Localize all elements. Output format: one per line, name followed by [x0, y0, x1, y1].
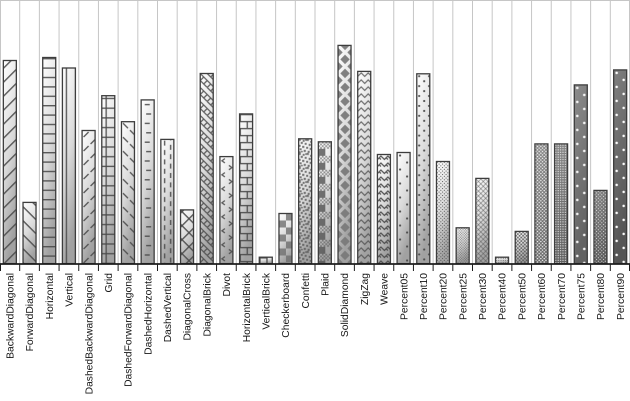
svg-text:Vertical: Vertical — [65, 273, 76, 307]
svg-text:Percent90: Percent90 — [616, 273, 627, 320]
svg-text:Weave: Weave — [380, 273, 391, 305]
svg-text:Percent20: Percent20 — [439, 273, 450, 320]
svg-text:Horizontal: Horizontal — [45, 273, 56, 319]
svg-text:Divot: Divot — [222, 273, 233, 297]
svg-text:DashedHorizontal: DashedHorizontal — [143, 273, 154, 355]
svg-text:VerticalBrick: VerticalBrick — [261, 272, 272, 329]
svg-text:Percent70: Percent70 — [557, 273, 568, 320]
svg-text:Percent50: Percent50 — [517, 273, 528, 320]
svg-text:Percent60: Percent60 — [537, 273, 548, 320]
svg-text:Percent25: Percent25 — [458, 273, 469, 320]
svg-text:HorizontalBrick: HorizontalBrick — [242, 272, 253, 342]
svg-text:DashedBackwardDiagonal: DashedBackwardDiagonal — [84, 273, 95, 394]
svg-text:ForwardDiagonal: ForwardDiagonal — [25, 273, 36, 351]
svg-text:DiagonalBrick: DiagonalBrick — [202, 272, 213, 336]
svg-text:Percent40: Percent40 — [498, 273, 509, 320]
svg-text:Plaid: Plaid — [321, 273, 332, 296]
svg-text:DiagonalCross: DiagonalCross — [183, 273, 194, 341]
svg-text:Percent75: Percent75 — [576, 273, 587, 320]
svg-text:Percent30: Percent30 — [478, 273, 489, 320]
svg-text:BackwardDiagonal: BackwardDiagonal — [6, 273, 17, 359]
svg-text:DashedVertical: DashedVertical — [163, 273, 174, 342]
svg-text:ZigZag: ZigZag — [360, 273, 371, 305]
svg-text:DashedForwardDiagonal: DashedForwardDiagonal — [124, 273, 135, 387]
svg-text:Grid: Grid — [104, 273, 115, 293]
svg-text:Percent10: Percent10 — [419, 273, 430, 320]
svg-text:Confetti: Confetti — [301, 273, 312, 309]
svg-text:Percent05: Percent05 — [399, 273, 410, 320]
svg-text:Checkerboard: Checkerboard — [281, 273, 292, 338]
svg-text:SolidDiamond: SolidDiamond — [340, 273, 351, 337]
svg-text:Percent80: Percent80 — [596, 273, 607, 320]
